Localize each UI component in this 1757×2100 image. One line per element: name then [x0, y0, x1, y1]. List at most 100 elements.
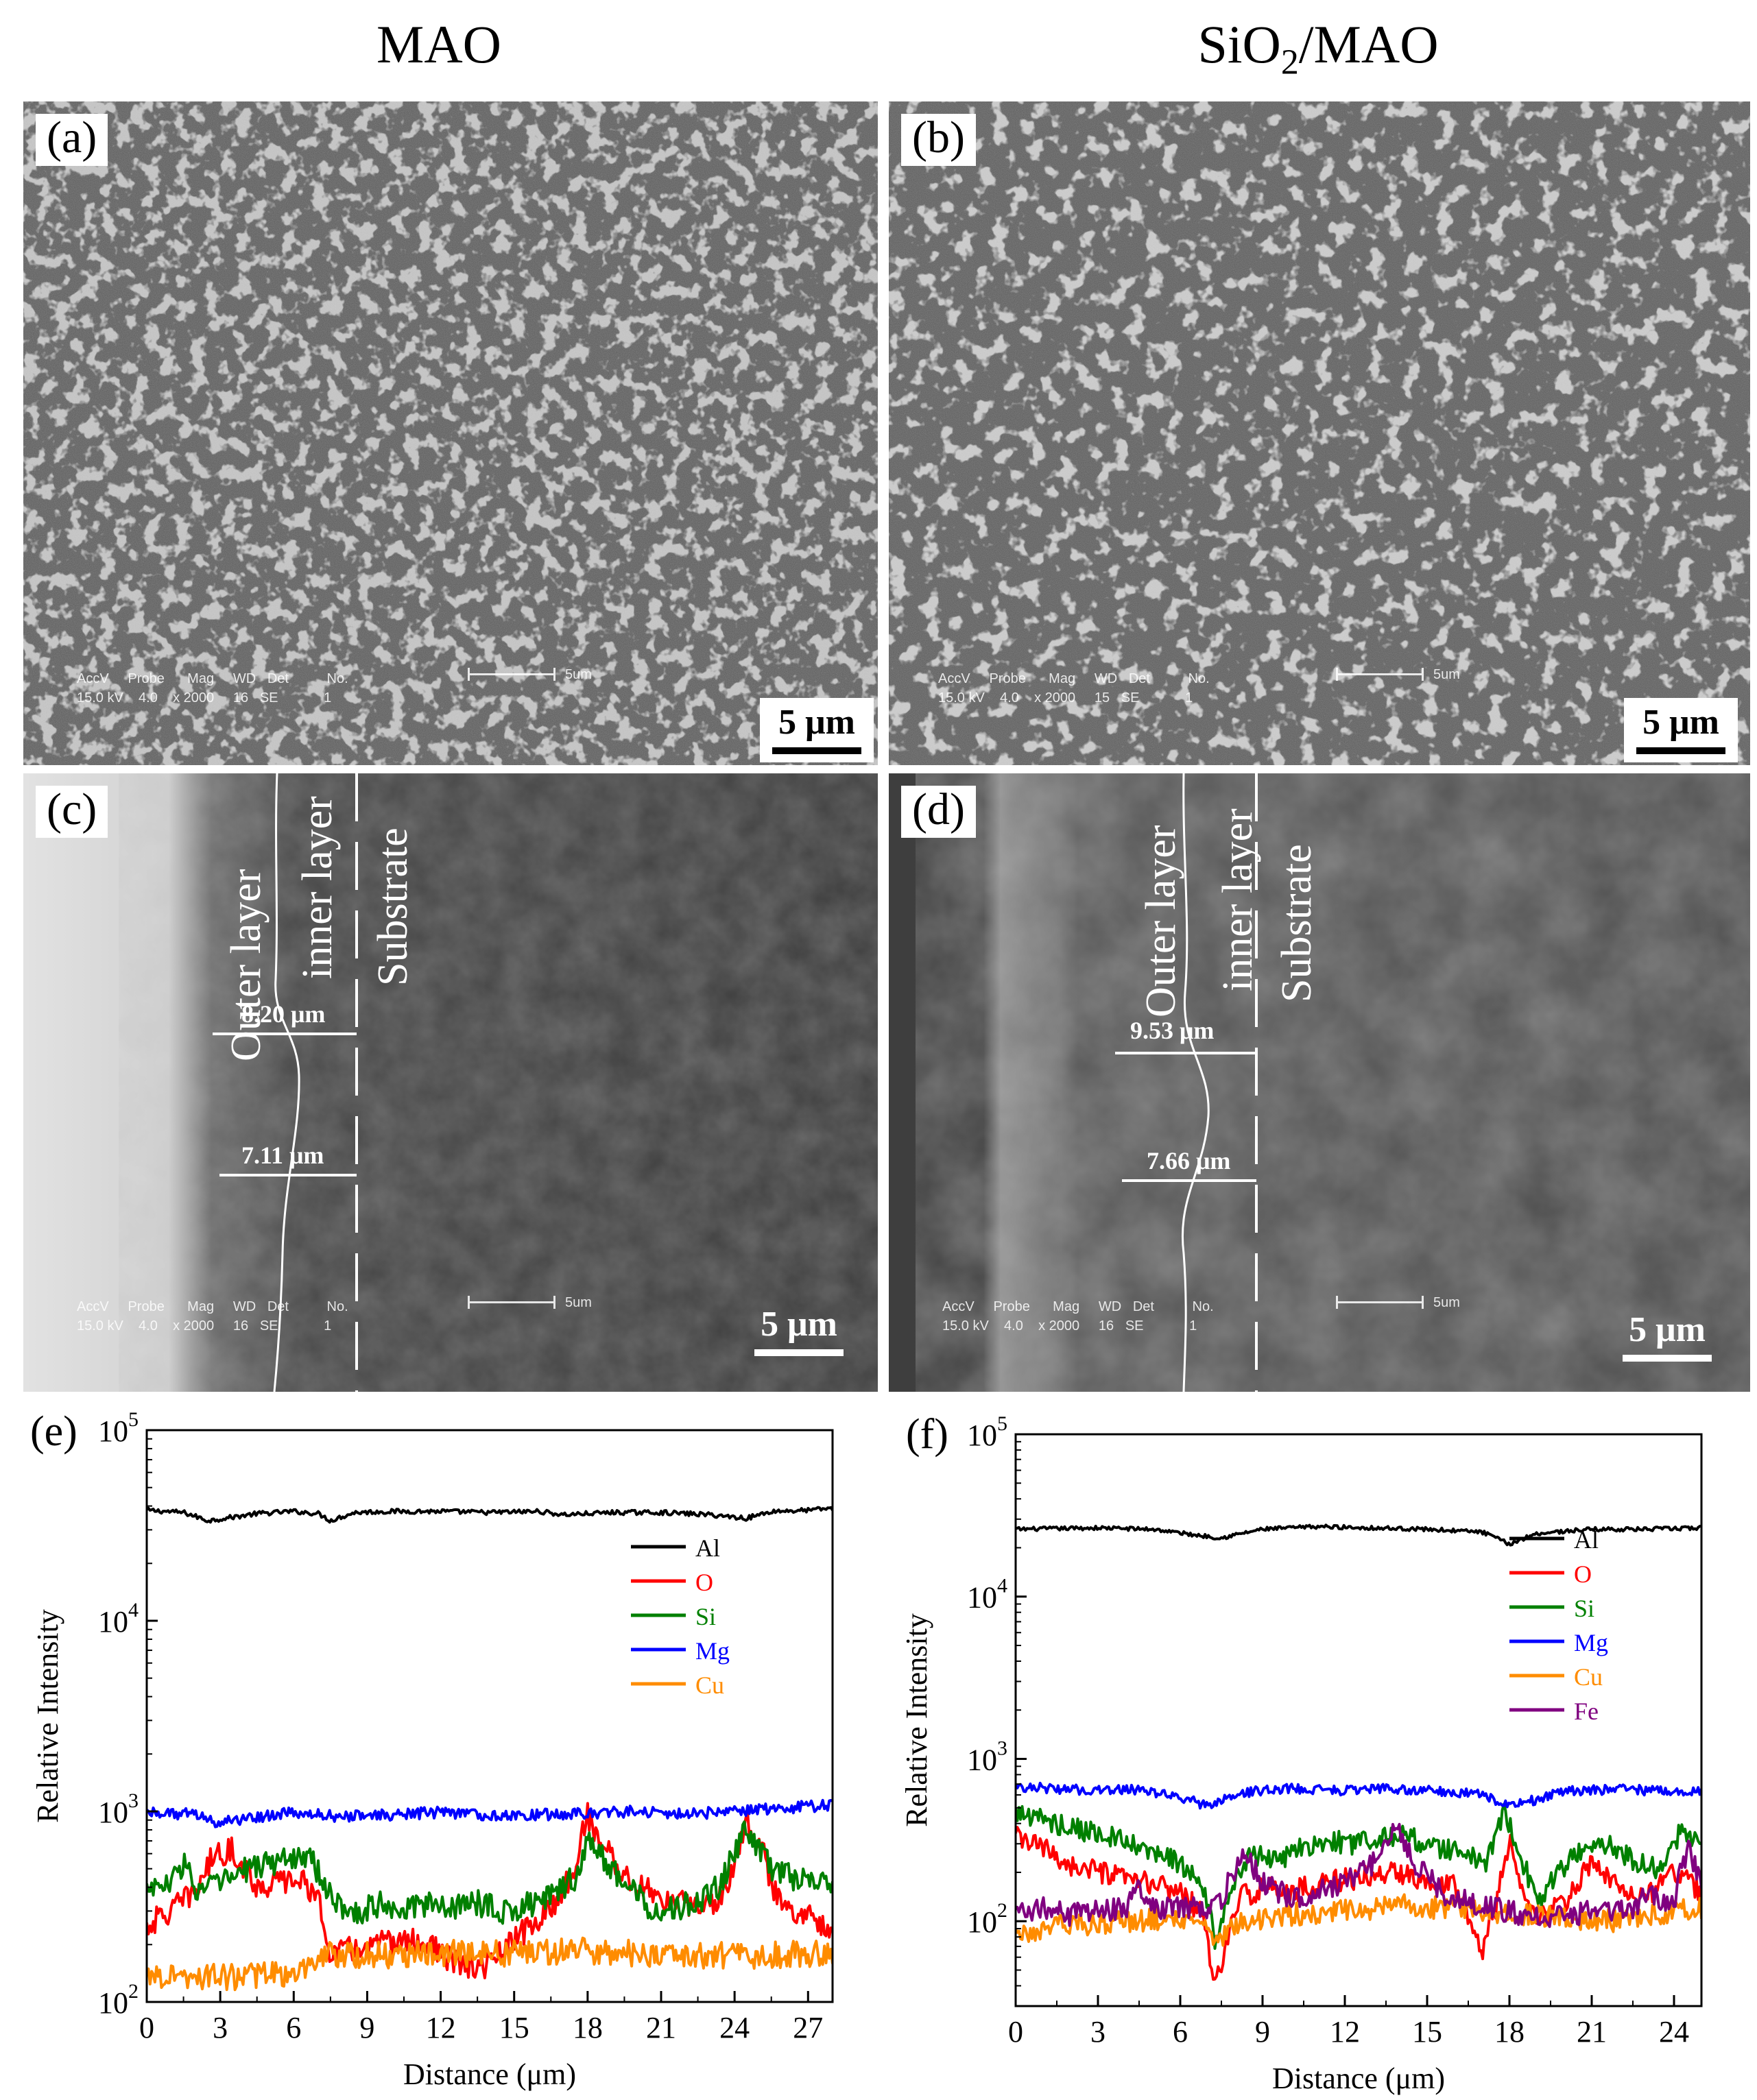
sem-hud-values-a: 15.0 kV 4.0 x 2000 16 SE 1 [77, 690, 332, 705]
plot-frame-f [1014, 1433, 1703, 2007]
series-line-al-e [147, 1506, 833, 1524]
x-tick-label-f: 6 [1173, 2015, 1188, 2049]
outer-layer-label-d: Outer layer [1138, 825, 1184, 1017]
y-tick-label-f: 103 [967, 1737, 1007, 1776]
series-line-cu-e [147, 1936, 833, 1992]
panel-label-f: (f) [906, 1411, 948, 1458]
x-tick-label-f: 18 [1494, 2015, 1525, 2049]
panel-label-b: (b) [901, 114, 976, 166]
column-title-left: MAO [376, 14, 501, 74]
y-tick-label-f: 102 [967, 1899, 1007, 1939]
legend-label-al-f: Al [1574, 1526, 1599, 1554]
panel-label-c: (c) [36, 786, 108, 838]
scale-bar-line-a [772, 747, 861, 754]
sem-hud-bar-label-a: 5um [565, 667, 592, 682]
legend-label-o-e: O [695, 1569, 713, 1596]
x-tick-label-f: 24 [1659, 2015, 1689, 2049]
x-tick-label-e: 18 [573, 2011, 603, 2044]
scale-bar-label-c: 5 μm [761, 1305, 837, 1344]
legend-label-si-e: Si [695, 1603, 716, 1630]
x-tick-label-e: 24 [719, 2011, 750, 2044]
y-axis-label-f: Relative Intensity [900, 1613, 933, 1827]
panel-label-e: (e) [30, 1408, 77, 1455]
legend-label-mg-e: Mg [695, 1637, 730, 1665]
sem-cross-section-c: (c) Outer layer inner layer Substrate 8.… [23, 773, 878, 1392]
inner-layer-label-d: inner layer [1215, 808, 1261, 991]
scale-bar-a: 5 μm [760, 698, 874, 762]
x-tick-label-e: 12 [426, 2011, 456, 2044]
chart-svg-f: (f) 0 3 6 9 12 15 18 21 24 102 103 104 105 Distance (μ… [900, 1411, 1703, 2095]
x-tick-label-f: 0 [1008, 2015, 1023, 2049]
series-line-mg-e [147, 1798, 833, 1829]
sem-hud-values-b: 15.0 kV 4.0 x 2000 15 SE 1 [938, 690, 1193, 705]
thickness-line-c-1 [213, 1033, 357, 1035]
substrate-label-c: Substrate [370, 828, 416, 986]
plot-frame-e [145, 1429, 834, 2003]
y-axis-label-e: Relative Intensity [31, 1609, 64, 1823]
x-tick-label-f: 9 [1255, 2015, 1270, 2049]
scale-bar-d: 5 μm [1623, 1312, 1712, 1362]
series-line-cu-f [1016, 1893, 1701, 1947]
x-tick-label-e: 15 [499, 2011, 529, 2044]
scale-bar-b: 5 μm [1624, 698, 1738, 762]
x-axis-label-e: Distance (μm) [403, 2057, 576, 2091]
outer-inner-boundary-d [1181, 773, 1210, 1392]
sem-hud-bar-label-d: 5um [1433, 1295, 1460, 1310]
y-tick-label-e: 105 [98, 1408, 139, 1448]
legend-label-mg-f: Mg [1574, 1629, 1608, 1656]
y-tick-label-f: 105 [967, 1412, 1007, 1452]
pore-texture-a [23, 101, 878, 765]
scale-bar-line-b [1636, 747, 1725, 754]
legend-label-al-e: Al [695, 1534, 720, 1562]
cross-section-texture-d [889, 773, 1750, 1392]
x-tick-label-e: 0 [139, 2011, 154, 2044]
scale-bar-c: 5 μm [754, 1307, 844, 1356]
scale-bar-line-c [754, 1349, 844, 1356]
outer-inner-boundary-c [273, 773, 300, 1392]
x-tick-label-e: 6 [286, 2011, 301, 2044]
sem-hud-header-c: AccV Probe Mag WD Det No. [77, 1299, 348, 1314]
title-subscript: 2 [1280, 43, 1299, 82]
x-tick-label-e: 21 [646, 2011, 676, 2044]
title-sio: SiO [1197, 14, 1281, 74]
title-tail: /MAO [1298, 14, 1439, 74]
panel-label-d: (d) [901, 786, 976, 838]
series-line-fe-f [1016, 1822, 1701, 1929]
sem-hud-header-d: AccV Probe Mag WD Det No. [942, 1299, 1214, 1314]
x-tick-label-e: 3 [213, 2011, 228, 2044]
sem-hud-values-d: 15.0 kV 4.0 x 2000 16 SE 1 [942, 1318, 1197, 1333]
substrate-label-d: Substrate [1274, 844, 1320, 1002]
legend-label-fe-f: Fe [1574, 1698, 1599, 1725]
thickness-label-d-1: 9.53 μm [1130, 1017, 1215, 1044]
legend-label-cu-f: Cu [1574, 1663, 1603, 1691]
scale-bar-label-a: 5 μm [778, 703, 855, 742]
x-axis-label-f: Distance (μm) [1272, 2062, 1445, 2095]
thickness-line-c-2 [219, 1174, 357, 1176]
thickness-label-d-2: 7.66 μm [1147, 1147, 1231, 1174]
sem-image-a: (a) AccV Probe Mag WD Det No. 15.0 kV 4.… [23, 101, 878, 765]
inner-layer-label-c: inner layer [294, 796, 341, 979]
x-tick-label-f: 12 [1330, 2015, 1360, 2049]
scale-bar-label-b: 5 μm [1642, 703, 1719, 742]
thickness-line-d-2 [1122, 1179, 1256, 1182]
sem-hud-scalebar-d [1336, 1296, 1424, 1309]
y-tick-label-e: 103 [98, 1789, 139, 1829]
thickness-label-c-2: 7.11 μm [241, 1142, 324, 1169]
sem-hud-header-a: AccV Probe Mag WD Det No. [77, 671, 348, 686]
legend-label-si-f: Si [1574, 1595, 1594, 1622]
sem-hud-bar-label-c: 5um [565, 1295, 592, 1310]
y-tick-label-e: 102 [98, 1980, 139, 2020]
panel-label-a: (a) [36, 114, 108, 166]
x-tick-label-f: 15 [1412, 2015, 1442, 2049]
sem-image-b: (b) AccV Probe Mag WD Det No. 15.0 kV 4.… [889, 101, 1750, 765]
column-title-mao: MAO [0, 14, 878, 75]
sem-hud-scalebar-c [468, 1296, 555, 1309]
series-line-si-e [147, 1820, 833, 1925]
cross-section-texture-c [23, 773, 878, 1392]
series-line-al-f [1016, 1523, 1701, 1547]
sem-hud-values-c: 15.0 kV 4.0 x 2000 16 SE 1 [77, 1318, 332, 1333]
chart-svg-e: (e) 0 3 6 9 12 15 18 21 24 27 102 103 104 105 Distance … [30, 1408, 834, 2091]
series-line-mg-f [1016, 1781, 1701, 1810]
scale-bar-label-d: 5 μm [1629, 1310, 1706, 1349]
